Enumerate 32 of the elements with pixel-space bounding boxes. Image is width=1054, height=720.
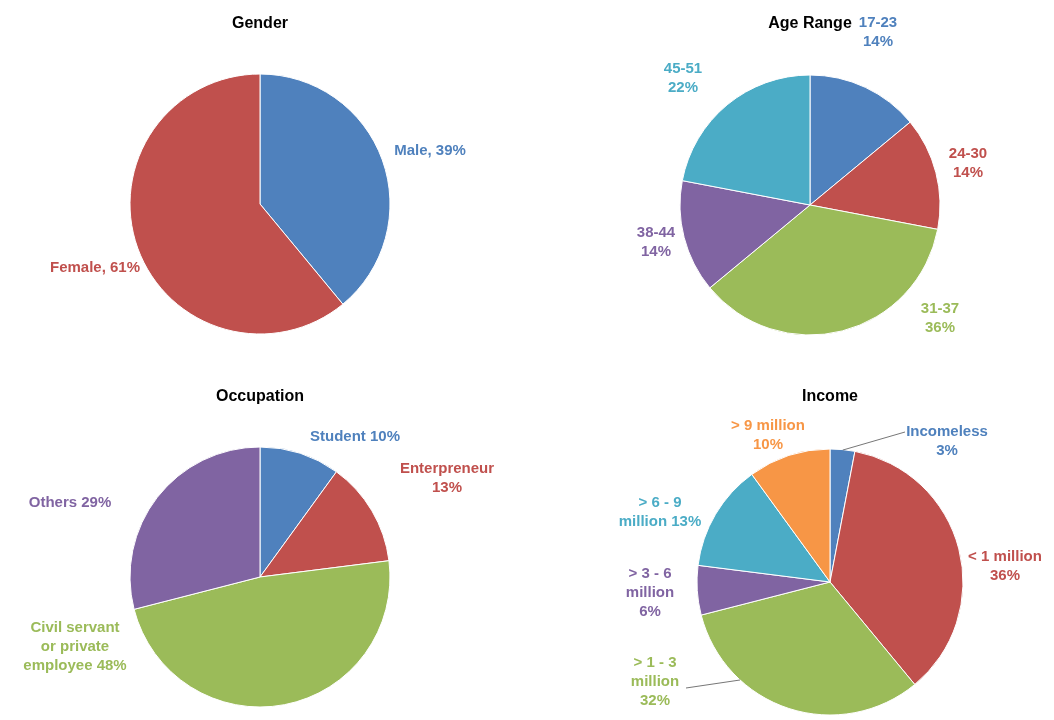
chart-title: Occupation xyxy=(215,387,305,404)
data-label: 36% xyxy=(989,566,1021,583)
data-label: 32% xyxy=(639,691,671,708)
slice-label: Others 29% xyxy=(28,493,112,510)
slice-label: Student 10% xyxy=(309,427,401,444)
slice-label: 31-37 xyxy=(920,299,960,316)
slice-label: 45-51 xyxy=(663,59,703,76)
data-label: 3% xyxy=(936,441,958,458)
chart-title: Income xyxy=(801,387,859,404)
chart-title: Age Range xyxy=(768,14,852,31)
slice-label: > 6 - 9 million 13% xyxy=(618,493,702,529)
slice-label: > 1 - 3 million xyxy=(630,653,680,689)
slice-label: Civil servant or private employee 48% xyxy=(23,618,127,673)
slice-label: Male, 39% xyxy=(394,141,466,158)
slice-label: 24-30 xyxy=(948,144,988,161)
slice-label: 17-23 xyxy=(858,13,898,30)
slice-label: > 3 - 6 million xyxy=(625,564,675,600)
slice-label: Incomeless xyxy=(906,422,988,439)
slice-label: < 1 million xyxy=(968,547,1042,564)
chart-title: Gender xyxy=(231,14,289,31)
data-label: 10% xyxy=(752,435,784,452)
data-label: 14% xyxy=(640,242,672,259)
data-label: 22% xyxy=(667,78,699,95)
data-label: 36% xyxy=(924,318,956,335)
data-label: 6% xyxy=(639,602,661,619)
slice-label: Enterpreneur xyxy=(399,459,495,476)
data-label: 14% xyxy=(952,163,984,180)
slice-label: Female, 61% xyxy=(49,258,141,275)
slice-label: > 9 million xyxy=(731,416,805,433)
slice-label: 38-44 xyxy=(636,223,676,240)
data-label: 14% xyxy=(862,32,894,49)
data-label: 13% xyxy=(431,478,463,495)
